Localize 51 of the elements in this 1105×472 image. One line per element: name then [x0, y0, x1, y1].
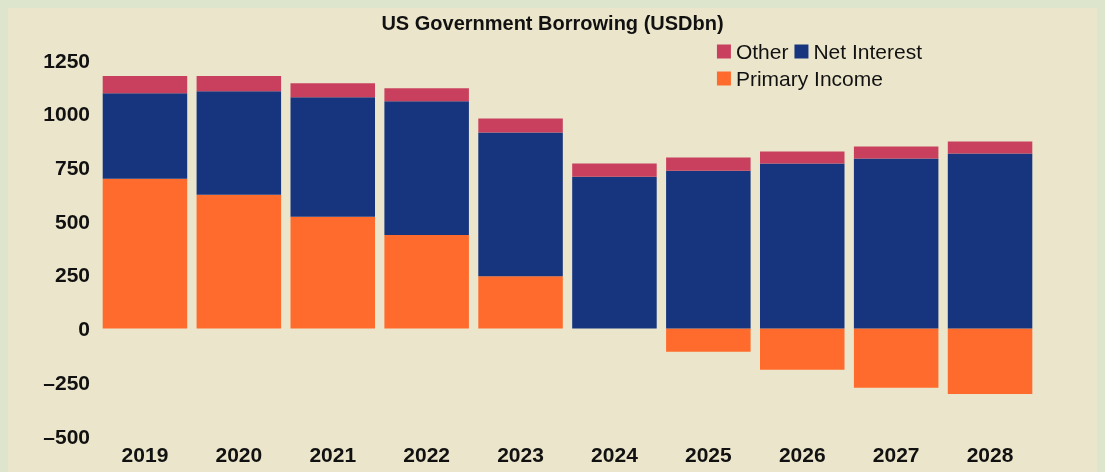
bar: [760, 163, 845, 329]
y-tick-label: –250: [43, 370, 90, 394]
bar: [853, 328, 939, 388]
bar: [666, 170, 751, 329]
x-tick-label: 2020: [215, 443, 263, 466]
bar: [102, 178, 188, 329]
y-tick-label: –500: [43, 424, 90, 448]
y-tick-label: 0: [78, 317, 90, 341]
bar: [102, 76, 188, 94]
bar: [853, 158, 939, 329]
y-tick-label: 750: [54, 155, 90, 179]
bar: [947, 328, 1033, 394]
y-tick-label: 250: [54, 263, 90, 287]
y-tick-label: 1250: [43, 48, 90, 72]
bar: [196, 91, 282, 195]
bar: [572, 163, 657, 177]
bar: [478, 276, 563, 329]
bar: [102, 93, 188, 179]
legend-label: Other: [735, 40, 789, 63]
bar: [666, 328, 751, 352]
x-tick-label: 2019: [121, 443, 169, 466]
bar: [853, 146, 939, 159]
bar: [947, 153, 1033, 329]
bar: [384, 88, 469, 102]
bar: [290, 216, 376, 329]
x-tick-label: 2022: [403, 443, 451, 466]
bar: [290, 83, 376, 98]
y-tick-label: 1000: [43, 102, 90, 126]
bar: [572, 176, 657, 329]
bar: [760, 328, 845, 370]
chart-title: US Government Borrowing (USDbn): [381, 12, 724, 34]
x-tick-label: 2025: [684, 443, 733, 466]
y-tick-label: 500: [54, 209, 90, 233]
legend-label: Primary Income: [735, 67, 883, 90]
x-tick-label: 2028: [966, 443, 1014, 466]
bar: [666, 157, 751, 171]
bar: [290, 97, 376, 217]
bar: [196, 194, 282, 329]
x-tick-label: 2027: [872, 443, 920, 466]
bar: [196, 76, 282, 92]
bar: [384, 235, 469, 329]
x-tick-label: 2024: [591, 443, 639, 466]
bar: [947, 141, 1033, 154]
bar: [760, 151, 845, 164]
x-tick-label: 2023: [497, 443, 544, 466]
x-tick-label: 2026: [778, 443, 826, 466]
bar: [478, 118, 563, 133]
legend-label: Net Interest: [813, 40, 923, 63]
bar: [478, 132, 563, 277]
bar: [384, 101, 469, 236]
x-tick-label: 2021: [309, 443, 357, 466]
